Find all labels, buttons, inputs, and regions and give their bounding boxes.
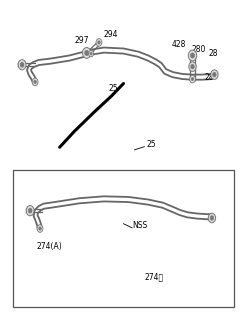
Circle shape — [210, 216, 214, 220]
Circle shape — [39, 227, 41, 230]
Circle shape — [190, 53, 195, 58]
Circle shape — [189, 75, 195, 83]
Circle shape — [34, 80, 36, 84]
Text: 28: 28 — [208, 49, 218, 58]
Circle shape — [96, 39, 102, 46]
Text: 28: 28 — [205, 73, 214, 82]
Circle shape — [20, 62, 24, 67]
Circle shape — [191, 64, 194, 69]
Bar — [13, 170, 234, 307]
Text: 428: 428 — [171, 40, 186, 49]
Circle shape — [208, 213, 216, 223]
Circle shape — [89, 50, 94, 57]
Text: 294: 294 — [104, 30, 118, 39]
Circle shape — [188, 50, 197, 61]
Circle shape — [18, 60, 26, 70]
Circle shape — [32, 78, 38, 86]
Circle shape — [82, 48, 91, 58]
Text: NSS: NSS — [132, 221, 147, 230]
Circle shape — [213, 72, 216, 77]
Text: 25: 25 — [109, 84, 118, 93]
Text: 274(A): 274(A) — [36, 242, 62, 251]
Text: 25: 25 — [147, 140, 156, 149]
Circle shape — [26, 205, 34, 216]
Text: 280: 280 — [191, 45, 206, 54]
Circle shape — [191, 77, 194, 81]
Text: 297: 297 — [74, 36, 89, 45]
Circle shape — [28, 208, 32, 213]
Circle shape — [37, 225, 43, 232]
Circle shape — [90, 52, 92, 55]
Text: 274Ⓑ: 274Ⓑ — [144, 273, 164, 282]
Circle shape — [98, 41, 100, 44]
Circle shape — [189, 62, 196, 71]
Circle shape — [211, 70, 218, 79]
Circle shape — [85, 50, 89, 56]
